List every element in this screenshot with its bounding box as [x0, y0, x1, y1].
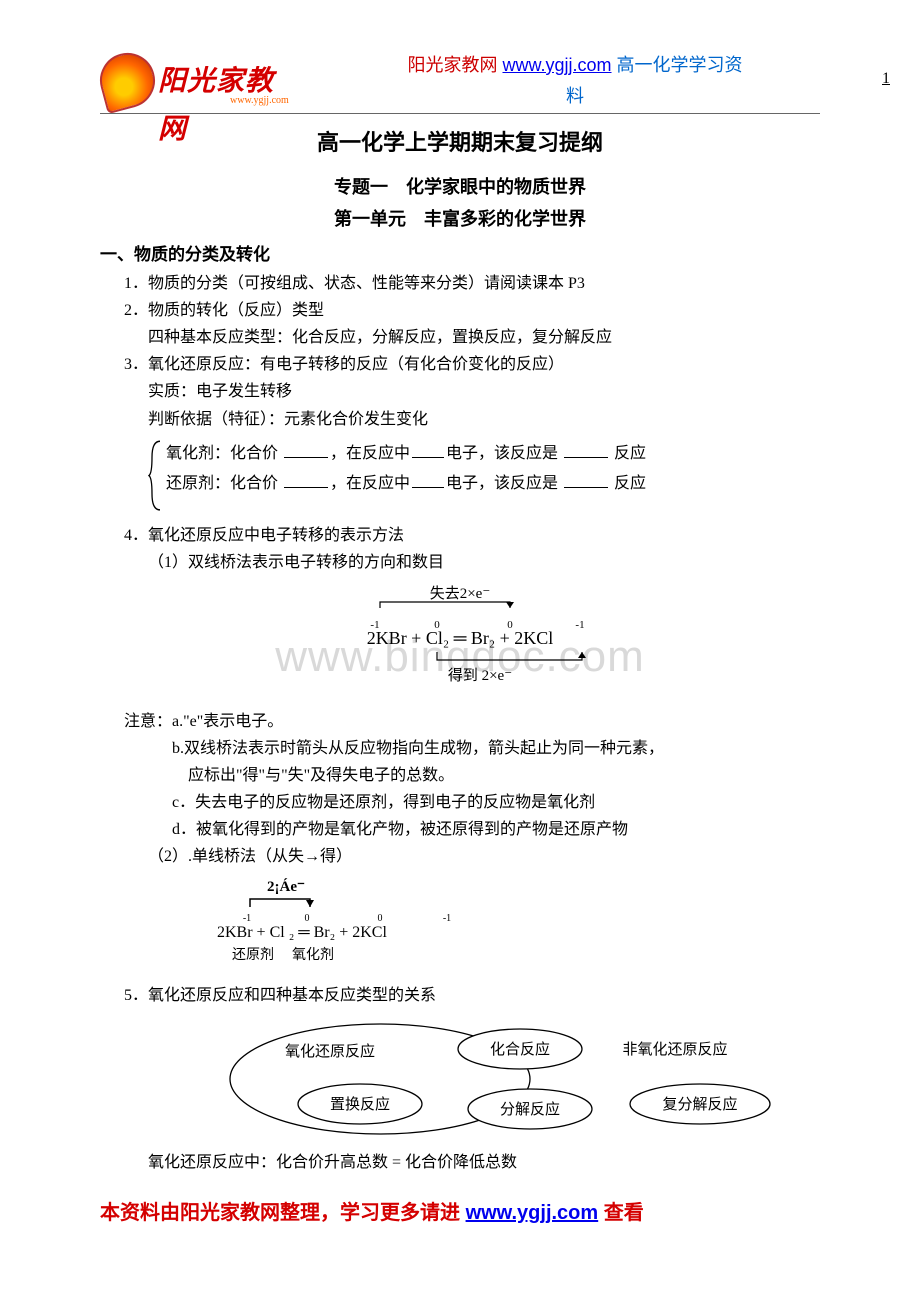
item-3-essence: 实质：电子发生转移 — [100, 378, 820, 405]
item-1: 1．物质的分类（可按组成、状态、性能等来分类）请阅读课本 P3 — [100, 270, 820, 297]
blank — [564, 442, 608, 458]
header-text: 阳光家教网 www.ygjj.com 高一化学学习资 料 — [330, 50, 820, 111]
footer-link[interactable]: www.ygjj.com — [466, 1202, 599, 1224]
oxn: -1 — [243, 913, 251, 924]
oxn: 0 — [378, 913, 383, 924]
blank — [284, 472, 328, 488]
header-suffix1: 高一化学学习资 — [612, 55, 743, 75]
oxn: 0 — [305, 913, 310, 924]
bl1d: 反应 — [610, 445, 646, 462]
unit-line: 第一单元 丰富多彩的化学世界 — [100, 204, 820, 235]
oxn: -1 — [443, 913, 451, 924]
item-4-sub1: （1）双线桥法表示电子转移的方向和数目 — [100, 549, 820, 576]
note-c: c．失去电子的反应物是还原剂，得到电子的反应物是氧化剂 — [100, 789, 820, 816]
note-d: d．被氧化得到的产物是氧化产物，被还原得到的产物是还原产物 — [100, 816, 820, 843]
single-bridge-diagram: 2¡Áe⁻ -1 0 0 -1 2KBr + Cl ₂ ═ Br₂ + 2KCl… — [212, 877, 820, 976]
venn-combination: 化合反应 — [490, 1040, 550, 1058]
venn-diagram: 氧化还原反应 化合反应 非氧化还原反应 置换反应 分解反应 复分解反应 — [220, 1019, 780, 1139]
notes-row: 注意：a."e"表示电子。 — [100, 708, 820, 735]
flame-icon — [94, 47, 161, 114]
item-2: 2．物质的转化（反应）类型 — [100, 297, 820, 324]
item-3: 3．氧化还原反应：有电子转移的反应（有化合价变化的反应） — [100, 351, 820, 378]
blank — [564, 472, 608, 488]
d1-gain: 得到 2×e⁻ — [448, 667, 512, 684]
d2-reducer-label: 还原剂 — [232, 947, 274, 963]
left-brace-icon — [148, 439, 162, 512]
brace-block: 氧化剂：化合价 ，在反应中电子，该反应是 反应 还原剂：化合价 ，在反应中电子，… — [148, 439, 820, 512]
page-number: 1 — [882, 65, 890, 92]
note-b2: 应标出"得"与"失"及得失电子的总数。 — [100, 762, 820, 789]
document-body: 高一化学上学期期末复习提纲 专题一 化学家眼中的物质世界 第一单元 丰富多彩的化… — [0, 124, 920, 1196]
d2-top: 2¡Áe⁻ — [267, 878, 305, 895]
blank — [412, 472, 444, 488]
note-head: 注意： — [124, 713, 172, 730]
brace-line-1: 氧化剂：化合价 ，在反应中 电子，该反应是 反应 — [166, 439, 646, 469]
bl1b: ，在反应中 — [330, 445, 410, 462]
page-header: 阳光家教网 www.ygjj.com 阳光家教网 www.ygjj.com 高一… — [0, 0, 920, 111]
venn-redox: 氧化还原反应 — [285, 1042, 375, 1060]
header-prefix: 阳光家教网 — [407, 55, 502, 75]
venn-nonredox: 非氧化还原反应 — [622, 1040, 727, 1058]
item-4-sub2: （2）.单线桥法（从失→得） — [100, 843, 820, 870]
item-2-detail: 四种基本反应类型：化合反应，分解反应，置换反应，复分解反应 — [100, 324, 820, 351]
bl1a: 氧化剂：化合价 — [166, 445, 282, 462]
venn-decomposition: 分解反应 — [500, 1100, 560, 1118]
venn-displacement: 置换反应 — [330, 1095, 390, 1113]
note-a: a."e"表示电子。 — [172, 713, 283, 730]
bl2b: ，在反应中 — [330, 475, 410, 492]
page-footer: 本资料由阳光家教网整理，学习更多请进 www.ygjj.com 查看 — [0, 1196, 920, 1260]
d2-oxidizer-label: 氧化剂 — [292, 947, 334, 963]
d1-lose: 失去2×e⁻ — [430, 585, 491, 602]
item-5: 5．氧化还原反应和四种基本反应类型的关系 — [100, 982, 820, 1009]
item-4: 4．氧化还原反应中电子转移的表示方法 — [100, 522, 820, 549]
section-1-head: 一、物质的分类及转化 — [100, 241, 820, 270]
note-b1: b.双线桥法表示时箭头从反应物指向生成物，箭头起止为同一种元素， — [100, 735, 820, 762]
item-3-basis: 判断依据（特征）：元素化合价发生变化 — [100, 406, 820, 433]
double-bridge-diagram: 失去2×e⁻ -1 0 0 -1 2KBr + Cl₂ ═ Br₂ + 2KCl… — [100, 582, 820, 701]
oxn: -1 — [575, 619, 584, 631]
header-suffix2: 料 — [566, 86, 584, 106]
bl1c: 电子，该反应是 — [446, 445, 562, 462]
bl2c: 电子，该反应是 — [446, 475, 562, 492]
venn-metathesis: 复分解反应 — [662, 1095, 737, 1113]
blank — [412, 442, 444, 458]
brace-line-2: 还原剂：化合价 ，在反应中 电子，该反应是 反应 — [166, 469, 646, 499]
item-5-summary: 氧化还原反应中：化合价升高总数 = 化合价降低总数 — [100, 1149, 820, 1176]
blank — [284, 442, 328, 458]
topic-line: 专题一 化学家眼中的物质世界 — [100, 172, 820, 203]
bl2a: 还原剂：化合价 — [166, 475, 282, 492]
d1-equation: 2KBr + Cl₂ ═ Br₂ + 2KCl — [367, 628, 554, 648]
header-link[interactable]: www.ygjj.com — [502, 55, 611, 75]
footer-text-1: 本资料由阳光家教网整理，学习更多请进 — [100, 1202, 466, 1224]
logo-url-small: www.ygjj.com — [230, 92, 289, 109]
bl2d: 反应 — [610, 475, 646, 492]
footer-text-2: 查看 — [598, 1202, 644, 1224]
site-logo: 阳光家教网 www.ygjj.com — [100, 51, 300, 111]
d2-equation: 2KBr + Cl ₂ ═ Br₂ + 2KCl — [217, 924, 387, 941]
